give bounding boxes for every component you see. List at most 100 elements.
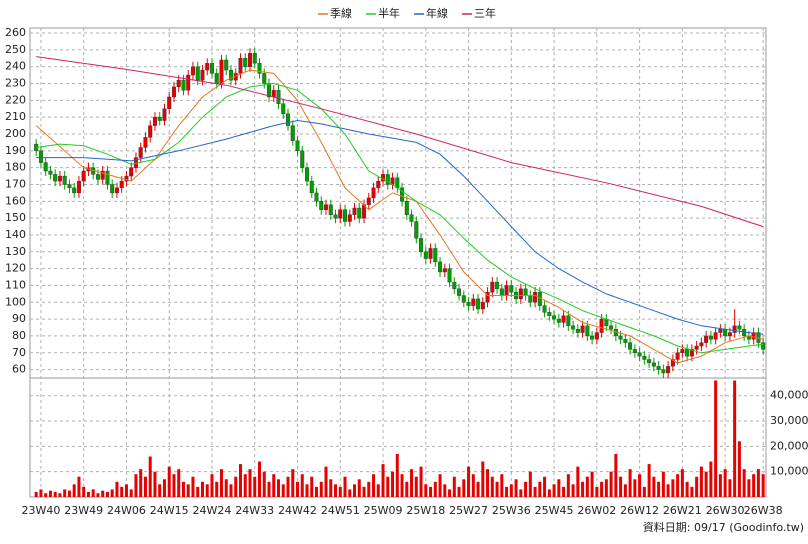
candle-body — [485, 291, 490, 303]
candle-body — [723, 329, 728, 337]
volume-bar — [585, 476, 589, 497]
candle-body — [542, 305, 547, 313]
volume-bar — [395, 453, 399, 497]
volume-bar — [595, 486, 599, 497]
candle-body — [656, 366, 661, 370]
volume-bar — [291, 469, 295, 497]
candle-body — [76, 180, 81, 194]
candle-body — [590, 335, 595, 340]
candle-body — [509, 285, 514, 293]
volume-bar — [48, 490, 52, 497]
y-tick-label: 250 — [5, 43, 26, 56]
volume-bar — [53, 491, 57, 497]
candle-body — [637, 352, 642, 357]
volume-bar — [405, 481, 409, 497]
volume-bar — [623, 484, 627, 497]
y-tick-label: 60 — [12, 363, 26, 376]
volume-bar — [386, 476, 390, 497]
candle-body — [457, 288, 462, 296]
volume-bar — [571, 484, 575, 497]
candle-body — [708, 335, 713, 340]
volume-bar — [528, 471, 532, 497]
volume-bar — [695, 476, 699, 497]
y-tick-label: 80 — [12, 329, 26, 342]
y-tick-label: 210 — [5, 110, 26, 123]
volume-bar — [438, 474, 442, 497]
x-tick-label: 24W24 — [193, 504, 232, 517]
volume-bar — [661, 471, 665, 497]
volume-bar — [471, 474, 475, 497]
volume-bar — [733, 380, 737, 497]
candle-body — [176, 79, 181, 88]
candle-body — [62, 175, 67, 185]
candle-body — [623, 339, 628, 343]
candle-body — [632, 349, 637, 353]
candle-body — [252, 53, 257, 64]
volume-bar — [181, 481, 185, 497]
volume-bar — [300, 474, 304, 497]
volume-bar — [381, 464, 385, 497]
candle-body — [423, 251, 428, 259]
volume-bar — [452, 476, 456, 497]
candle-body — [357, 207, 362, 219]
volume-bar — [761, 474, 765, 497]
candle-body — [110, 184, 115, 194]
candle-body — [171, 86, 176, 98]
volume-bar — [410, 469, 414, 497]
candle-body — [262, 73, 267, 84]
volume-bar — [234, 476, 238, 497]
y-tick-label: 120 — [5, 262, 26, 275]
volume-bar — [177, 469, 181, 497]
candle-body — [366, 197, 371, 205]
volume-bar — [628, 469, 632, 497]
candle-body — [547, 312, 552, 316]
volume-bar — [210, 474, 214, 497]
volume-bar — [67, 490, 71, 497]
x-tick-label: 26W02 — [577, 504, 616, 517]
volume-bar — [400, 474, 404, 497]
candle-body — [219, 59, 224, 84]
volume-bar — [490, 476, 494, 497]
candle-body — [276, 90, 281, 104]
volume-bar — [238, 464, 242, 497]
candle-body — [571, 325, 576, 330]
candle-body — [466, 302, 471, 306]
candle-body — [190, 66, 195, 76]
x-tick-label: 24W42 — [278, 504, 317, 517]
candle-body — [438, 261, 443, 273]
candle-body — [490, 281, 495, 293]
x-tick-label: 24W06 — [107, 504, 146, 517]
candle-body — [523, 288, 528, 296]
y-tick-label: 220 — [5, 93, 26, 106]
y-tick-label: 110 — [5, 278, 26, 291]
volume-bar — [633, 479, 637, 497]
volume-bar — [296, 481, 300, 497]
volume-bar — [752, 474, 756, 497]
volume-bar — [756, 469, 760, 497]
y-tick-label: 200 — [5, 127, 26, 140]
candle-body — [414, 221, 419, 239]
volume-bar — [514, 479, 518, 497]
candle-body — [685, 349, 690, 357]
y-tick-label: 260 — [5, 26, 26, 39]
volume-bar — [315, 486, 319, 497]
x-tick-label: 25W36 — [492, 504, 531, 517]
volume-bar — [63, 489, 67, 497]
volume-bar — [699, 466, 703, 497]
volume-bar — [533, 486, 537, 497]
volume-tick-label: 30,000 — [770, 414, 808, 427]
volume-bar — [124, 484, 128, 497]
candle-body — [495, 281, 500, 290]
candle-body — [404, 201, 409, 215]
volume-bar — [215, 481, 219, 497]
volume-bar — [357, 479, 361, 497]
y-tick-label: 170 — [5, 177, 26, 190]
x-tick-label: 23W40 — [21, 504, 60, 517]
x-tick-label: 24W33 — [235, 504, 274, 517]
volume-bar — [538, 481, 542, 497]
candle-body — [385, 174, 390, 185]
volume-bar — [200, 481, 204, 497]
candle-body — [675, 352, 680, 360]
candle-body — [395, 177, 400, 189]
candle-body — [732, 325, 737, 333]
